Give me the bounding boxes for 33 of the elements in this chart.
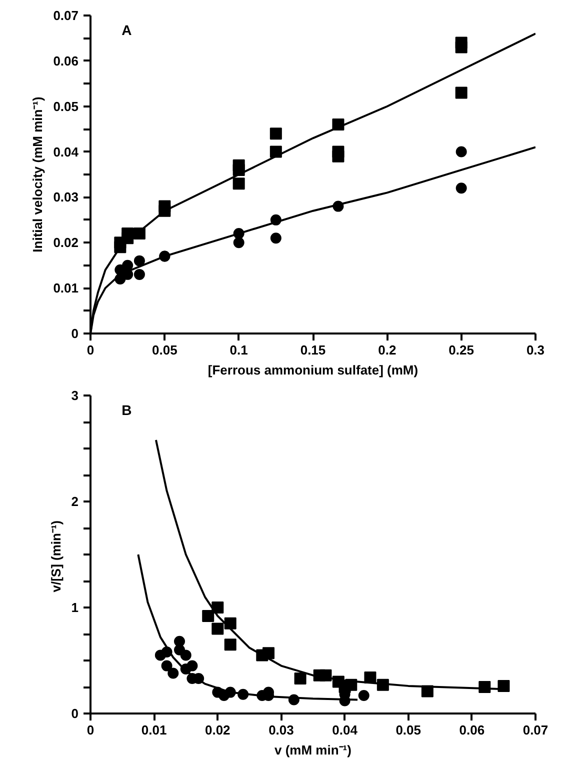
x-tick-label: 0.25 bbox=[448, 342, 474, 358]
y-tick-label: 2 bbox=[71, 494, 79, 509]
y-tick-label: 3 bbox=[71, 388, 79, 403]
x-tick-label: 0.1 bbox=[230, 342, 248, 358]
y-tick-label: 0.03 bbox=[53, 190, 79, 205]
annotation: B bbox=[122, 402, 132, 418]
x-tick-label: 0.05 bbox=[396, 722, 422, 738]
y-tick-label: 0.01 bbox=[53, 280, 79, 296]
x-tick-label: 0 bbox=[86, 342, 94, 358]
y-tick-label: 0.07 bbox=[53, 8, 79, 23]
x-axis-title: [Ferrous ammonium sulfate] (mM) bbox=[208, 362, 418, 378]
y-axis-title: v/[S] (min⁻¹) bbox=[48, 520, 64, 592]
x-tick-label: 0.06 bbox=[459, 722, 485, 738]
x-axis-title: v (mM min⁻¹) bbox=[274, 742, 352, 758]
x-tick-label: 0.2 bbox=[378, 342, 396, 358]
y-tick-label: 0 bbox=[71, 706, 79, 721]
x-tick-label: 0.04 bbox=[332, 722, 358, 738]
x-tick-label: 0.05 bbox=[152, 342, 178, 358]
y-tick-label: 0.06 bbox=[53, 53, 79, 68]
y-axis-title: Initial velocity (mM min⁻¹) bbox=[30, 96, 46, 252]
y-tick-label: 1 bbox=[71, 600, 79, 615]
x-tick-label: 0.01 bbox=[141, 722, 167, 738]
x-tick-label: 0 bbox=[86, 722, 94, 738]
y-tick-label: 0.02 bbox=[53, 235, 79, 250]
annotation: A bbox=[122, 22, 132, 38]
y-tick-label: 0 bbox=[71, 326, 79, 341]
x-tick-label: 0.3 bbox=[526, 342, 545, 358]
y-tick-label: 0.05 bbox=[53, 98, 79, 114]
x-tick-label: 0.02 bbox=[204, 722, 230, 738]
x-tick-label: 0.07 bbox=[522, 722, 548, 738]
x-tick-label: 0.15 bbox=[300, 342, 326, 358]
x-tick-label: 0.03 bbox=[268, 722, 294, 738]
y-tick-label: 0.04 bbox=[53, 144, 80, 160]
